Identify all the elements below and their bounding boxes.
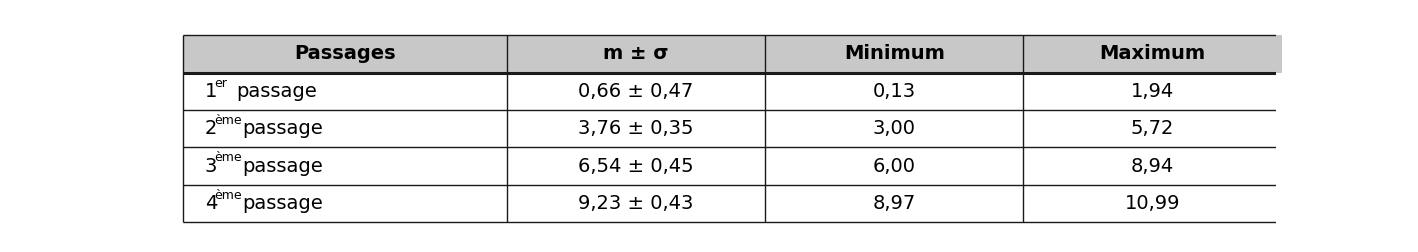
Bar bbox=[508, 110, 766, 147]
Text: 6,00: 6,00 bbox=[873, 157, 916, 176]
Bar bbox=[183, 147, 508, 185]
Bar bbox=[183, 35, 508, 73]
Text: ème: ème bbox=[214, 114, 241, 127]
Text: 8,94: 8,94 bbox=[1132, 157, 1174, 176]
Bar bbox=[508, 147, 766, 185]
Text: Maximum: Maximum bbox=[1099, 44, 1205, 63]
Bar bbox=[183, 73, 508, 110]
Text: 8,97: 8,97 bbox=[872, 194, 916, 213]
Bar bbox=[183, 110, 508, 147]
Bar bbox=[508, 73, 766, 110]
Text: passage: passage bbox=[235, 82, 316, 101]
Bar bbox=[1024, 110, 1282, 147]
Text: 4: 4 bbox=[204, 194, 217, 213]
Bar bbox=[766, 147, 1024, 185]
Text: 3: 3 bbox=[204, 157, 217, 176]
Bar bbox=[183, 185, 508, 222]
Text: 0,66 ± 0,47: 0,66 ± 0,47 bbox=[579, 82, 693, 101]
Text: 1: 1 bbox=[204, 82, 217, 101]
Text: er: er bbox=[214, 77, 227, 89]
Text: 6,54 ± 0,45: 6,54 ± 0,45 bbox=[579, 157, 693, 176]
Bar bbox=[766, 110, 1024, 147]
Bar bbox=[1024, 35, 1282, 73]
Bar bbox=[508, 35, 766, 73]
Text: 3,00: 3,00 bbox=[873, 119, 916, 138]
Bar bbox=[1024, 73, 1282, 110]
Text: 5,72: 5,72 bbox=[1132, 119, 1174, 138]
Bar bbox=[1024, 147, 1282, 185]
Text: 2: 2 bbox=[204, 119, 217, 138]
Bar bbox=[766, 73, 1024, 110]
Bar bbox=[766, 35, 1024, 73]
Text: 10,99: 10,99 bbox=[1124, 194, 1180, 213]
Bar bbox=[766, 185, 1024, 222]
Text: Minimum: Minimum bbox=[844, 44, 944, 63]
Text: ème: ème bbox=[214, 189, 241, 202]
Text: Passages: Passages bbox=[294, 44, 396, 63]
Text: 1,94: 1,94 bbox=[1132, 82, 1174, 101]
Text: passage: passage bbox=[242, 157, 323, 176]
Bar bbox=[1024, 185, 1282, 222]
Text: passage: passage bbox=[242, 194, 323, 213]
Text: 9,23 ± 0,43: 9,23 ± 0,43 bbox=[579, 194, 693, 213]
Bar bbox=[508, 185, 766, 222]
Text: 3,76 ± 0,35: 3,76 ± 0,35 bbox=[579, 119, 693, 138]
Text: passage: passage bbox=[242, 119, 323, 138]
Text: 0,13: 0,13 bbox=[872, 82, 916, 101]
Text: ème: ème bbox=[214, 151, 241, 164]
Text: m ± σ: m ± σ bbox=[603, 44, 669, 63]
